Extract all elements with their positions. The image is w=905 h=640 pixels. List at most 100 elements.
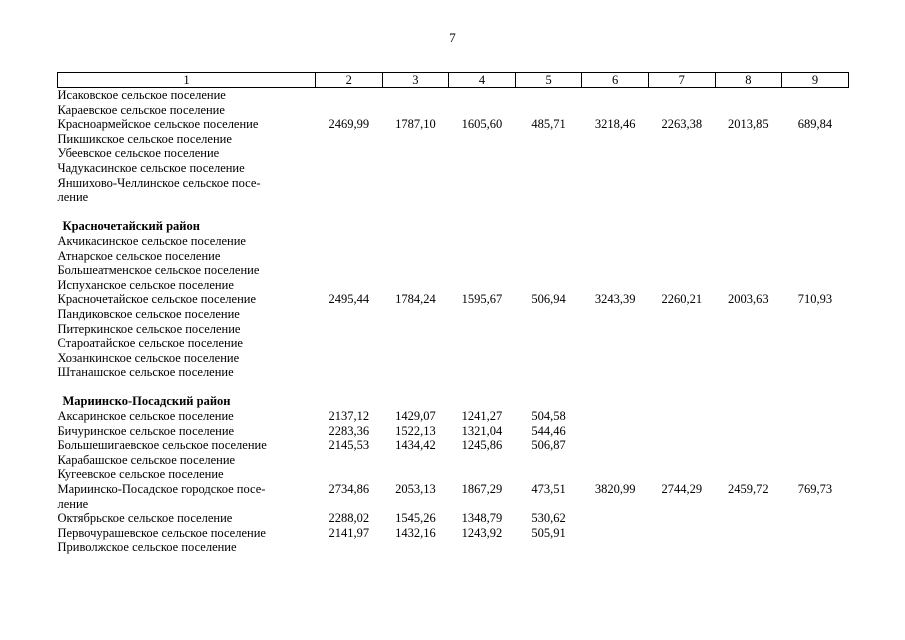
- value-cell: [648, 453, 715, 468]
- value-cell: [648, 278, 715, 293]
- value-cell: [449, 176, 516, 205]
- value-cell: 1321,04: [461, 423, 503, 438]
- value-cell: [582, 234, 649, 249]
- value-cell: [648, 161, 715, 176]
- spacer-row: [58, 380, 849, 395]
- value-cell: 1545,26: [395, 511, 436, 526]
- value-cell: [449, 336, 516, 351]
- value-cell: [382, 234, 449, 249]
- settlement-name: Красночетайское сельское поселение: [57, 292, 257, 307]
- value-cell: [316, 88, 383, 103]
- value-cell: [382, 307, 449, 322]
- value-cell: [449, 540, 516, 555]
- value-cell: [715, 365, 782, 380]
- value-cell: [648, 467, 715, 482]
- value-cell: [382, 336, 449, 351]
- settlement-row: Яншихово-Челлинское сельское посе- ление: [58, 176, 849, 205]
- value-cell: [782, 336, 849, 351]
- settlement-name: Большеатменское сельское поселение: [57, 263, 260, 278]
- value-cell: [782, 540, 849, 555]
- column-header: 8: [714, 72, 783, 88]
- value-cell: [715, 351, 782, 366]
- value-cell: [382, 322, 449, 337]
- value-cell: [715, 394, 782, 409]
- value-cell: [648, 394, 715, 409]
- value-cell: [715, 322, 782, 337]
- value-cell: [648, 132, 715, 147]
- value-cell: [715, 161, 782, 176]
- value-cell: [715, 88, 782, 103]
- value-cell: [382, 351, 449, 366]
- value-cell: [316, 351, 383, 366]
- value-cell: [582, 263, 649, 278]
- settlement-row: Чадукасинское сельское поселение: [58, 161, 849, 176]
- settlement-name: Приволжское сельское поселение: [57, 540, 237, 555]
- settlement-row: Хозанкинское сельское поселение: [58, 351, 849, 366]
- value-cell: 1434,42: [395, 438, 436, 453]
- value-cell: [449, 307, 516, 322]
- value-cell: [715, 540, 782, 555]
- value-cell: [449, 467, 516, 482]
- settlement-row: Красночетайское сельское поселение 2495,4…: [58, 292, 849, 307]
- column-header: 1: [57, 72, 316, 88]
- value-cell: [782, 88, 849, 103]
- value-cell: [515, 88, 582, 103]
- value-cell: [515, 278, 582, 293]
- value-cell: [382, 161, 449, 176]
- settlement-row: Штанашское сельское поселение: [58, 365, 849, 380]
- value-cell: [316, 219, 383, 234]
- settlement-name: Староатайское сельское поселение: [57, 336, 243, 351]
- value-cell: [316, 453, 383, 468]
- value-cell: [449, 351, 516, 366]
- value-cell: [515, 263, 582, 278]
- value-cell: [316, 336, 383, 351]
- value-cell: 506,87: [531, 438, 566, 453]
- column-header: 6: [581, 72, 649, 88]
- value-cell: [782, 219, 849, 234]
- value-cell: [715, 307, 782, 322]
- value-cell: [582, 351, 649, 366]
- value-cell: 2288,02: [328, 511, 370, 526]
- value-cell: [648, 365, 715, 380]
- value-cell: 1595,67: [461, 292, 503, 307]
- settlement-row: Кугеевское сельское поселение: [58, 467, 849, 482]
- settlement-name: Красноармейское сельское поселение: [57, 117, 259, 132]
- value-cell: [648, 351, 715, 366]
- value-cell: [582, 161, 649, 176]
- value-cell: 3218,46: [594, 117, 636, 132]
- value-cell: [515, 467, 582, 482]
- settlement-row: Большеатменское сельское поселение: [58, 263, 849, 278]
- table-body: Исаковское сельское поселение Караевское …: [58, 88, 849, 556]
- settlement-name: Хозанкинское сельское поселение: [57, 350, 240, 365]
- value-cell: [316, 278, 383, 293]
- value-cell: [582, 394, 649, 409]
- settlement-name: Чадукасинское сельское поселение: [57, 160, 245, 175]
- value-cell: [715, 438, 782, 453]
- value-cell: [515, 453, 582, 468]
- spacer-row: [58, 205, 849, 220]
- value-cell: [648, 511, 715, 526]
- value-cell: [648, 409, 715, 424]
- value-cell: 2013,85: [728, 117, 769, 132]
- value-cell: [382, 88, 449, 103]
- settlement-name: Штанашское сельское поселение: [57, 365, 234, 380]
- value-cell: 2459,72: [728, 482, 769, 497]
- value-cell: [449, 103, 516, 118]
- value-cell: 2263,38: [661, 117, 703, 132]
- value-cell: [782, 263, 849, 278]
- value-cell: [382, 540, 449, 555]
- value-cell: [582, 146, 649, 161]
- value-cell: [382, 132, 449, 147]
- value-cell: 1429,07: [395, 409, 436, 424]
- value-cell: [715, 526, 782, 541]
- settlement-row: Питеркинское сельское поселение: [58, 322, 849, 337]
- value-cell: [582, 219, 649, 234]
- value-cell: [449, 249, 516, 264]
- value-cell: 710,93: [797, 292, 833, 307]
- value-cell: [515, 322, 582, 337]
- settlement-row: Атнарское сельское поселение: [58, 249, 849, 264]
- value-cell: [316, 132, 383, 147]
